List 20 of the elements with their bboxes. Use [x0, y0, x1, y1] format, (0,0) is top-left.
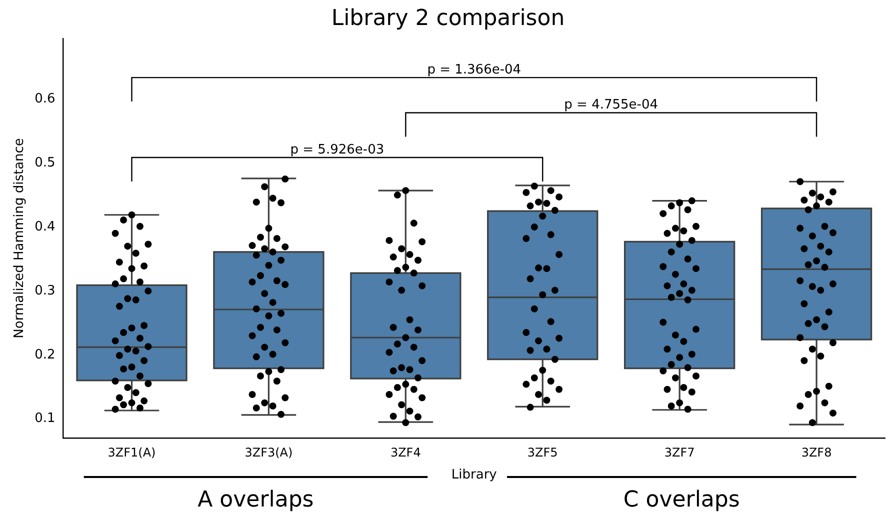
y-axis-title: Normalized Hamming distance [12, 138, 28, 338]
y-tick-label: 0.6 [34, 92, 56, 107]
y-tick-label: 0.2 [34, 347, 56, 362]
annotation: p = 1.366e-04 [427, 62, 522, 78]
y-tick-label: 0.4 [34, 219, 56, 234]
x-tick-label: 3ZF7 [664, 445, 695, 460]
y-tick-label: 0.3 [34, 283, 56, 298]
x-tick-label: 3ZF4 [390, 445, 421, 460]
annotation: p = 5.926e-03 [290, 142, 384, 158]
x-axis-title: Library [451, 468, 498, 483]
annotation: p = 4.755e-04 [564, 98, 658, 113]
text: A overlaps [198, 488, 314, 513]
x-tick-label: 3ZF8 [801, 445, 832, 460]
chart-title: Library 2 comparison [331, 6, 565, 31]
y-tick-label: 0.5 [34, 155, 56, 170]
x-tick-label: 3ZF1(A) [108, 445, 156, 460]
y-tick-label: 0.1 [34, 411, 56, 426]
x-tick-label: 3ZF5 [527, 445, 558, 460]
x-tick-label: 3ZF3(A) [244, 445, 293, 460]
text: C overlaps [623, 488, 740, 513]
